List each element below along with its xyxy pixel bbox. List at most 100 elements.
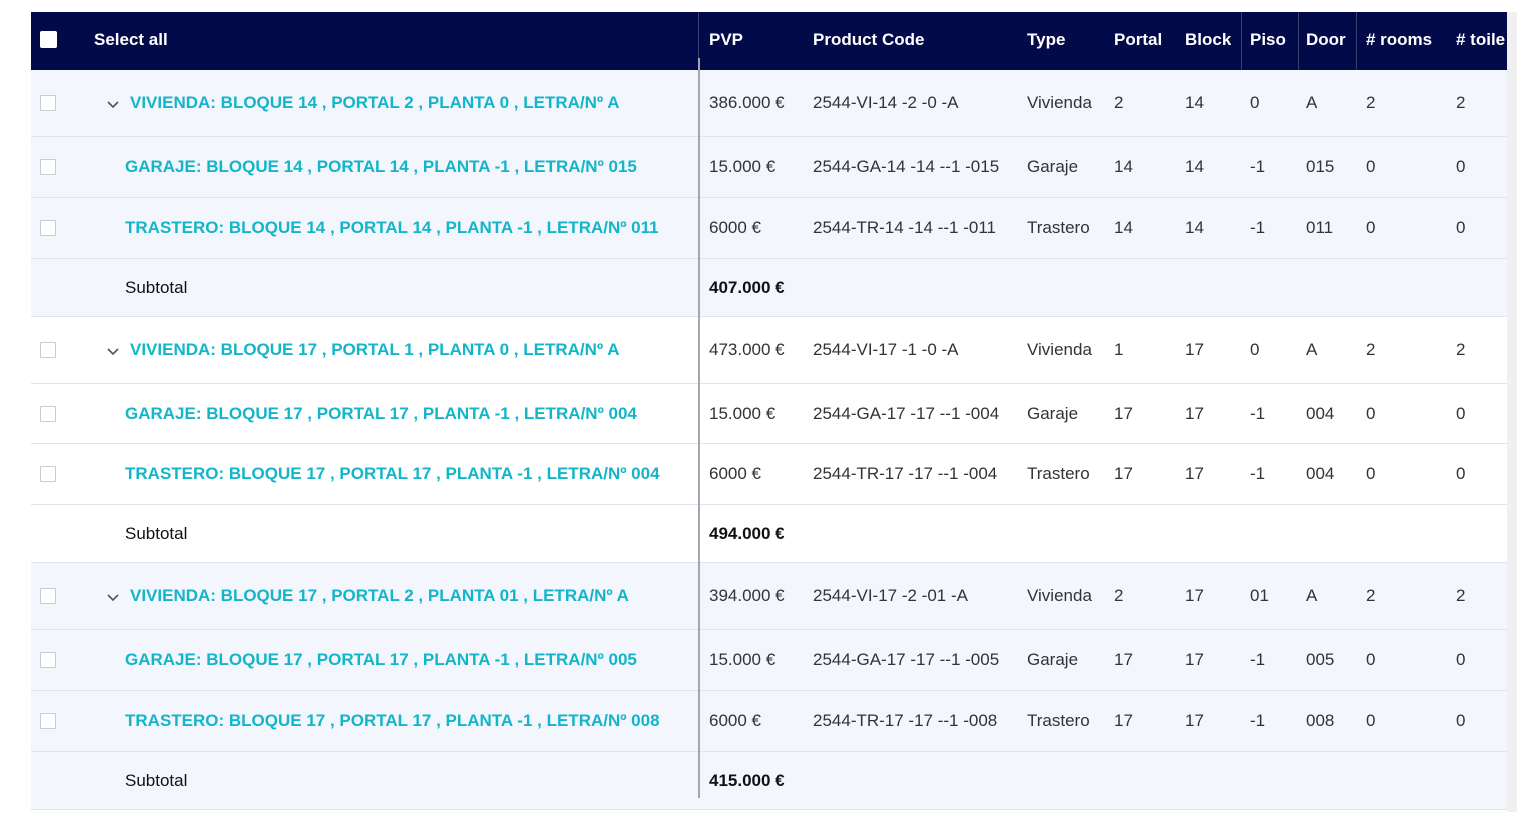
select-all-checkbox[interactable] [40,31,57,48]
column-header-rooms[interactable]: # rooms [1366,30,1433,49]
rooms-cell: 2 [1366,340,1376,359]
vertical-scrollbar[interactable] [1507,12,1517,812]
row-checkbox[interactable] [40,588,56,604]
door-cell: A [1306,93,1318,112]
piso-cell: -1 [1250,464,1266,483]
block-cell: 17 [1185,711,1204,730]
pvp-cell: 15.000 € [709,157,776,176]
select-all-label[interactable]: Select all [94,30,168,49]
row-checkbox[interactable] [40,342,56,358]
toilets-cell: 2 [1456,93,1466,112]
block-cell: 17 [1185,650,1204,669]
column-header-block[interactable]: Block [1185,30,1232,49]
toilets-cell: 2 [1456,340,1466,359]
subtotal-value: 407.000 € [709,277,785,297]
unit-name-link[interactable]: TRASTERO: BLOQUE 14 , PORTAL 14 , PLANTA… [125,218,659,237]
table-row[interactable]: GARAJE: BLOQUE 17 , PORTAL 17 , PLANTA -… [31,630,1507,691]
unit-name-link[interactable]: VIVIENDA: BLOQUE 17 , PORTAL 2 , PLANTA … [130,586,629,605]
unit-name-link[interactable]: GARAJE: BLOQUE 17 , PORTAL 17 , PLANTA -… [125,403,637,423]
row-checkbox[interactable] [40,713,56,729]
row-checkbox[interactable] [40,652,56,668]
portal-cell: 2 [1114,586,1124,605]
unit-name-link[interactable]: GARAJE: BLOQUE 17 , PORTAL 17 , PLANTA -… [125,650,637,669]
block-cell: 14 [1185,157,1204,176]
type-cell: Trastero [1027,711,1090,730]
toilets-cell: 2 [1456,586,1466,605]
table-row[interactable]: GARAJE: BLOQUE 14 , PORTAL 14 , PLANTA -… [31,137,1507,198]
product-code-cell: 2544-GA-17 -17 --1 -005 [813,650,1000,669]
table-row[interactable]: GARAJE: BLOQUE 17 , PORTAL 17 , PLANTA -… [31,384,1507,444]
column-header-piso[interactable]: Piso [1250,30,1286,49]
table-row[interactable]: VIVIENDA: BLOQUE 17 , PORTAL 1 , PLANTA … [31,317,1507,384]
table-row[interactable]: TRASTERO: BLOQUE 17 , PORTAL 17 , PLANTA… [31,444,1507,505]
door-cell: 004 [1306,403,1335,423]
rooms-cell: 2 [1366,93,1376,112]
table-row[interactable]: TRASTERO: BLOQUE 17 , PORTAL 17 , PLANTA… [31,691,1507,752]
unit-name-link[interactable]: VIVIENDA: BLOQUE 17 , PORTAL 1 , PLANTA … [130,340,620,359]
type-cell: Vivienda [1027,340,1092,359]
pvp-cell: 473.000 € [709,340,785,359]
pvp-cell: 394.000 € [709,586,785,605]
unit-name-link[interactable]: TRASTERO: BLOQUE 17 , PORTAL 17 , PLANTA… [125,711,660,730]
portal-cell: 17 [1114,711,1133,730]
product-code-cell: 2544-VI-14 -2 -0 -A [813,93,959,112]
grid-body: VIVIENDA: BLOQUE 14 , PORTAL 2 , PLANTA … [31,70,1507,810]
subtotal-value: 494.000 € [709,523,785,543]
rooms-cell: 0 [1366,157,1376,176]
row-checkbox[interactable] [40,466,56,482]
toilets-cell: 0 [1456,464,1466,483]
table-row[interactable]: VIVIENDA: BLOQUE 17 , PORTAL 2 , PLANTA … [31,563,1507,630]
column-header-toilets[interactable]: # toile [1456,30,1506,49]
piso-cell: -1 [1250,157,1266,176]
chevron-down-icon[interactable] [106,347,120,357]
door-cell: A [1306,586,1318,605]
column-header-door[interactable]: Door [1306,30,1346,49]
type-cell: Trastero [1027,464,1090,483]
piso-cell: 01 [1250,586,1269,605]
subtotal-row: Subtotal 407.000 € [31,259,1507,317]
column-header-type[interactable]: Type [1027,30,1066,49]
product-code-cell: 2544-TR-17 -17 --1 -008 [813,711,998,730]
row-checkbox[interactable] [40,220,56,236]
unit-name-link[interactable]: TRASTERO: BLOQUE 17 , PORTAL 17 , PLANTA… [125,464,660,483]
row-checkbox[interactable] [40,159,56,175]
product-code-cell: 2544-TR-14 -14 --1 -011 [813,218,996,237]
rooms-cell: 0 [1366,218,1376,237]
column-header-portal[interactable]: Portal [1114,30,1163,49]
toilets-cell: 0 [1456,403,1466,423]
rooms-cell: 0 [1366,403,1376,423]
portal-cell: 17 [1114,464,1133,483]
type-cell: Vivienda [1027,93,1092,112]
row-checkbox[interactable] [40,405,56,422]
product-code-cell: 2544-GA-14 -14 --1 -015 [813,157,1000,176]
row-checkbox[interactable] [40,95,56,111]
subtotal-label: Subtotal [125,770,188,790]
subtotal-value: 415.000 € [709,770,785,790]
piso-cell: -1 [1250,218,1266,237]
block-cell: 17 [1185,586,1204,605]
product-code-cell: 2544-VI-17 -1 -0 -A [813,340,959,359]
unit-name-link[interactable]: VIVIENDA: BLOQUE 14 , PORTAL 2 , PLANTA … [130,93,620,112]
product-code-cell: 2544-TR-17 -17 --1 -004 [813,464,998,483]
chevron-down-icon[interactable] [106,100,120,110]
subtotal-label: Subtotal [125,277,188,297]
pvp-cell: 386.000 € [709,93,785,112]
piso-cell: 0 [1250,93,1260,112]
portal-cell: 14 [1114,218,1133,237]
pvp-cell: 15.000 € [709,403,776,423]
column-header-pvp[interactable]: PVP [709,30,744,49]
pvp-cell: 6000 € [709,464,761,483]
block-cell: 14 [1185,218,1204,237]
portal-cell: 2 [1114,93,1124,112]
block-cell: 14 [1185,93,1204,112]
door-cell: 011 [1306,218,1334,237]
block-cell: 17 [1185,464,1204,483]
chevron-down-icon[interactable] [106,593,120,603]
column-header-product-code[interactable]: Product Code [813,30,925,49]
door-cell: A [1306,340,1318,359]
toilets-cell: 0 [1456,218,1466,237]
table-row[interactable]: VIVIENDA: BLOQUE 14 , PORTAL 2 , PLANTA … [31,70,1507,137]
table-row[interactable]: TRASTERO: BLOQUE 14 , PORTAL 14 , PLANTA… [31,198,1507,259]
unit-name-link[interactable]: GARAJE: BLOQUE 14 , PORTAL 14 , PLANTA -… [125,157,637,176]
rooms-cell: 0 [1366,650,1376,669]
